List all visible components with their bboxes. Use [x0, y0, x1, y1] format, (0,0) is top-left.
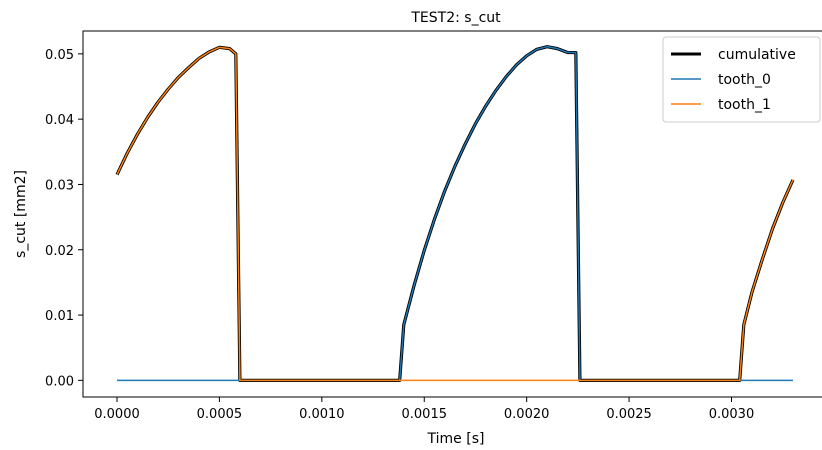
plot-lines	[115, 45, 795, 382]
y-axis-label: s_cut [mm2]	[13, 170, 29, 258]
y-tick-label: 0.02	[45, 244, 74, 259]
y-tick-label: 0.01	[45, 309, 74, 324]
x-tick-label: 0.0030	[709, 407, 755, 422]
x-tick-label: 0.0020	[504, 407, 550, 422]
plot-frame	[82, 30, 822, 398]
x-tick-label: 0.0000	[94, 407, 140, 422]
x-tick-label: 0.0025	[606, 407, 652, 422]
y-tick-label: 0.04	[45, 113, 74, 128]
y-tick-label: 0.05	[45, 48, 74, 63]
series-line-tooth-0	[117, 45, 793, 382]
x-tick-label: 0.0010	[299, 407, 345, 422]
x-axis: 0.0000 0.0005 0.0010 0.0015 0.0020 0.0025 0.00…	[94, 397, 754, 422]
chart-title: TEST2: s_cut	[410, 10, 501, 26]
y-tick-label: 0.00	[45, 374, 74, 389]
x-tick-label: 0.0005	[197, 407, 243, 422]
legend: cumulative tooth_0 tooth_1	[662, 36, 821, 123]
y-tick-label: 0.03	[45, 178, 74, 193]
x-tick-label: 0.0015	[402, 407, 448, 422]
x-axis-label: Time [s]	[427, 431, 485, 447]
legend-label-tooth-0: tooth_0	[718, 72, 771, 88]
y-axis: 0.00 0.01 0.02 0.03 0.04 0.05	[45, 48, 83, 389]
legend-box	[662, 36, 821, 123]
legend-label-tooth-1: tooth_1	[718, 97, 771, 113]
legend-label-cumulative: cumulative	[718, 47, 796, 63]
series-line-tooth-1	[116, 46, 794, 382]
